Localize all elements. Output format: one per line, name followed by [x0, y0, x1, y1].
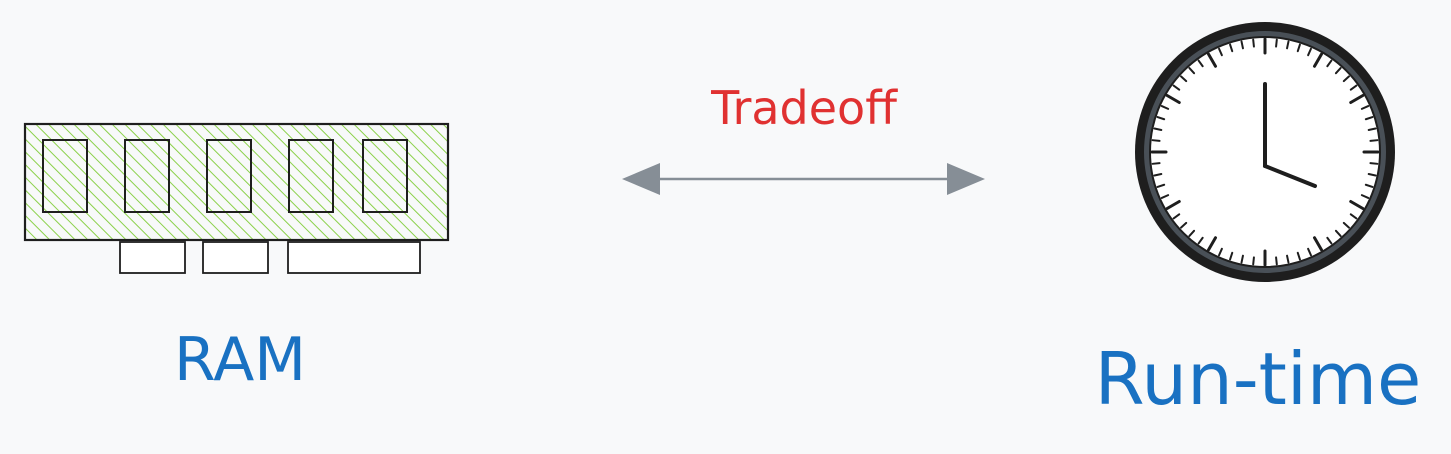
clock-minute-tick: [1364, 183, 1374, 188]
clock-minute-tick: [1156, 183, 1166, 188]
clock-minute-tick: [1349, 84, 1358, 91]
clock-hour-tick: [1165, 200, 1181, 210]
clock-minute-tick: [1364, 116, 1374, 121]
clock-hour-hand: [1263, 164, 1317, 188]
clock-minute-tick: [1342, 221, 1350, 229]
runtime-label: Run-time: [1095, 337, 1422, 421]
arrow-head-left-icon: [622, 163, 660, 195]
ram-chip: [362, 139, 408, 213]
ram-connector-pin: [119, 241, 186, 274]
ram-module-icon: [23, 122, 450, 274]
clock-minute-tick: [1252, 38, 1255, 48]
clock-hour-tick: [1207, 52, 1217, 68]
clock-minute-tick: [1296, 251, 1301, 261]
double-headed-arrow: [622, 163, 985, 195]
clock-minute-tick: [1218, 247, 1223, 257]
ram-chip: [206, 139, 252, 213]
clock-minute-tick: [1153, 127, 1163, 131]
ram-board: [23, 122, 450, 242]
clock-minute-tick: [1252, 256, 1255, 266]
clock-hour-tick: [1349, 94, 1365, 104]
clock-minute-tick: [1334, 67, 1342, 75]
arrow-head-right-icon: [947, 163, 985, 195]
clock-minute-tick: [1275, 38, 1278, 48]
clock-minute-tick: [1369, 139, 1379, 142]
clock-minute-tick: [1296, 43, 1301, 53]
clock-minute-tick: [1286, 40, 1290, 50]
clock-minute-tick: [1151, 139, 1161, 142]
clock-minute-tick: [1151, 162, 1161, 165]
ram-chip: [288, 139, 334, 213]
clock-minute-tick: [1229, 251, 1234, 261]
clock-minute-tick: [1229, 43, 1234, 53]
clock-hour-tick: [1313, 236, 1323, 252]
clock-minute-tick: [1197, 236, 1204, 245]
clock-minute-tick: [1240, 254, 1244, 264]
clock-minute-tick: [1197, 59, 1204, 68]
ram-connector-pin: [202, 241, 269, 274]
clock-minute-tick: [1188, 67, 1196, 75]
clock-minute-tick: [1342, 75, 1350, 83]
clock-minute-tick: [1326, 59, 1333, 68]
clock-minute-tick: [1360, 194, 1370, 199]
clock-minute-tick: [1349, 213, 1358, 220]
clock-minute-tick: [1180, 221, 1188, 229]
clock-minute-tick: [1369, 162, 1379, 165]
clock-minute-tick: [1240, 40, 1244, 50]
clock-minute-tick: [1326, 236, 1333, 245]
ram-chip: [124, 139, 170, 213]
clock-minute-tick: [1180, 75, 1188, 83]
clock-minute-tick: [1172, 213, 1181, 220]
clock-hour-tick: [1313, 52, 1323, 68]
clock-minute-tick: [1160, 105, 1170, 110]
ram-label: RAM: [174, 325, 306, 395]
clock-minute-tick: [1307, 47, 1312, 57]
clock-minute-tick: [1156, 116, 1166, 121]
clock-ticks: [1150, 37, 1380, 267]
tradeoff-label: Tradeoff: [710, 81, 898, 135]
clock-hour-tick: [1165, 94, 1181, 104]
ram-chip: [42, 139, 88, 213]
clock-minute-tick: [1275, 256, 1278, 266]
clock-minute-tick: [1360, 105, 1370, 110]
clock-minute-tick: [1172, 84, 1181, 91]
clock-minute-tick: [1153, 173, 1163, 177]
ram-connector-pin: [287, 241, 421, 274]
clock-minute-tick: [1334, 229, 1342, 237]
clock-icon: [1135, 22, 1395, 282]
clock-minute-tick: [1286, 254, 1290, 264]
clock-minute-tick: [1307, 247, 1312, 257]
clock-minute-tick: [1367, 173, 1377, 177]
clock-minute-tick: [1367, 127, 1377, 131]
clock-minute-tick: [1218, 47, 1223, 57]
clock-hour-tick: [1207, 236, 1217, 252]
clock-minute-tick: [1160, 194, 1170, 199]
clock-minute-tick: [1188, 229, 1196, 237]
clock-hour-tick: [1349, 200, 1365, 210]
